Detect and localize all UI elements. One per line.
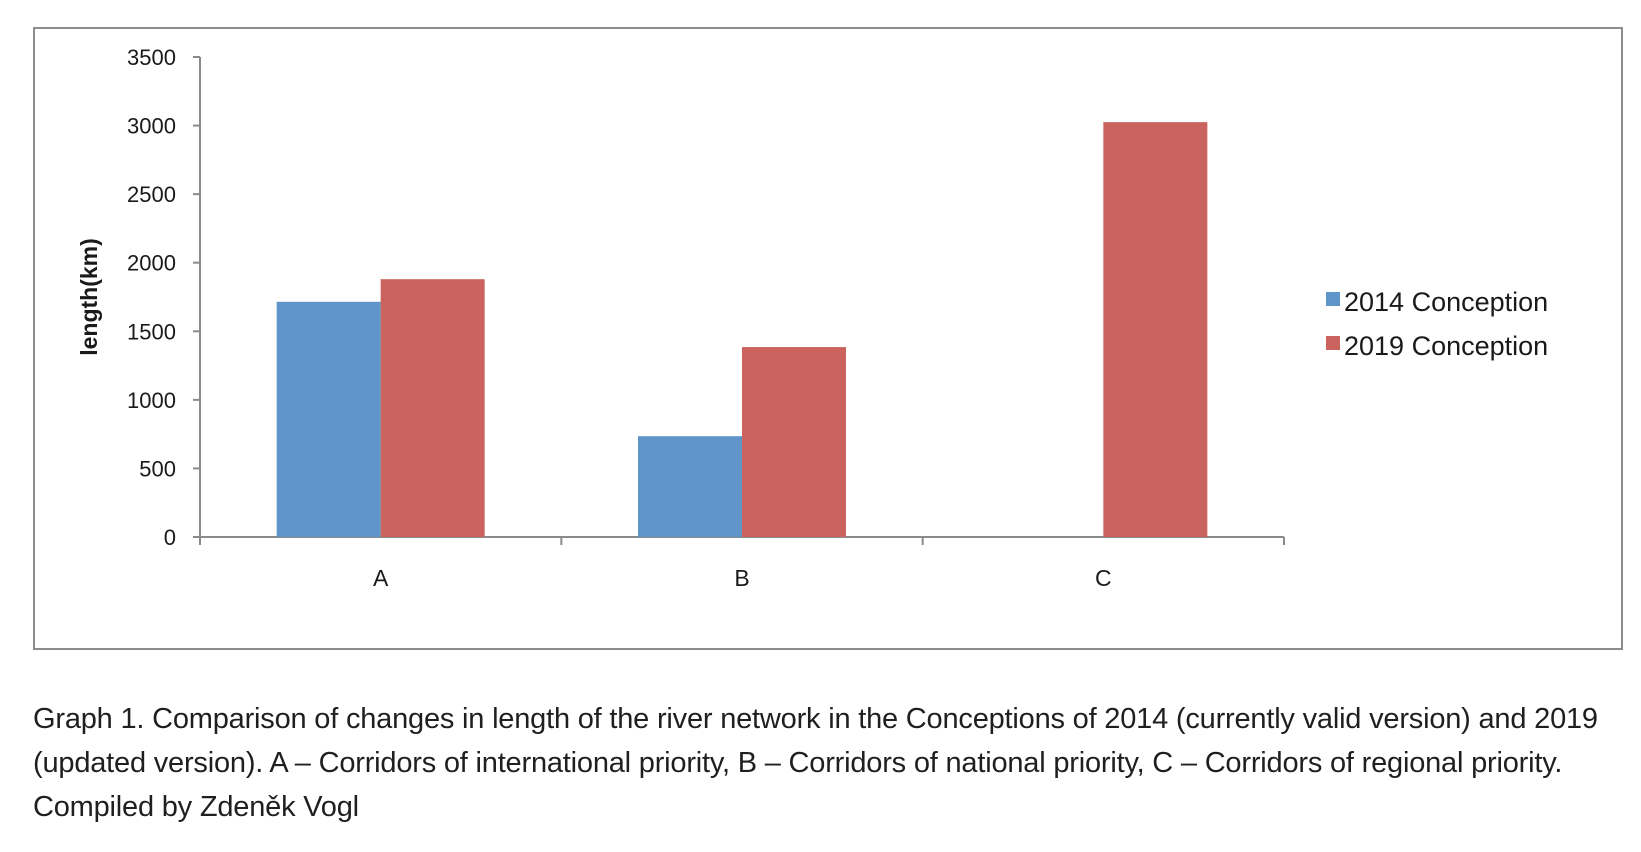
y-tick-label: 2000 [127,251,176,276]
legend-label: 2019 Conception [1344,331,1548,361]
bar-C-2019-conception [1103,122,1208,538]
x-category-label: C [1095,565,1112,591]
bar-A-2014-conception [276,301,381,537]
y-tick-label: 0 [164,525,176,550]
bar-chart: 0 500 1000 1500 2000 2500 3000 3500 A B Clength(km… [76,45,1548,591]
x-category-label: B [734,565,749,591]
y-tick-label: 3000 [127,114,176,139]
y-tick-label: 1000 [127,388,176,413]
legend-swatch [1326,336,1340,350]
bar-B-2019-conception [742,347,846,537]
y-tick-label: 3500 [127,45,176,70]
bar-A-2019-conception [380,279,485,537]
legend-swatch [1326,292,1340,306]
y-tick-label: 500 [139,456,176,481]
y-axis-title: length(km) [76,238,102,356]
y-tick-label: 1500 [127,319,176,344]
figure-caption: Graph 1. Comparison of changes in length… [33,703,1598,823]
y-tick-label: 2500 [127,182,176,207]
x-category-label: A [373,565,389,591]
chart-frame [33,27,1623,650]
bar-B-2014-conception [638,436,742,537]
legend-label: 2014 Conception [1344,287,1548,317]
